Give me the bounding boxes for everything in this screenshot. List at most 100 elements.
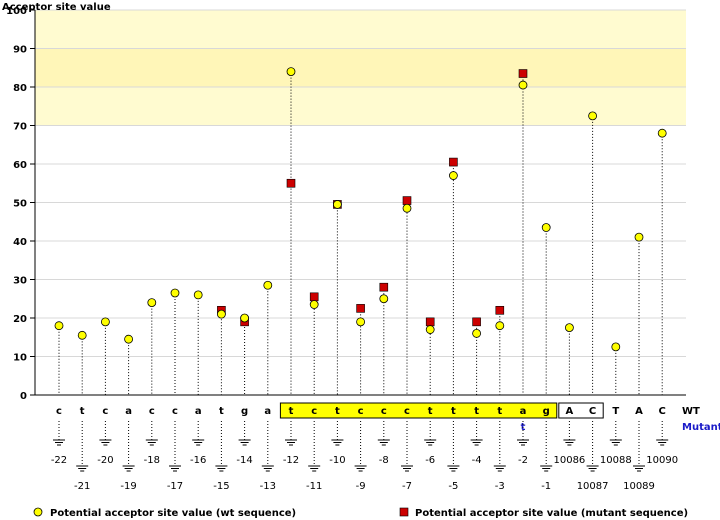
nt--15: t — [219, 406, 224, 417]
wt-point--7 — [402, 203, 412, 213]
position-label-10088: 10088 — [600, 455, 632, 466]
mutant-point--9 — [356, 304, 365, 313]
nt--20: c — [102, 406, 108, 417]
wt-point--11 — [309, 300, 319, 309]
legend-mutant-marker — [399, 507, 409, 517]
position-label-10090: 10090 — [646, 455, 678, 466]
ytick-label-20: 20 — [13, 314, 27, 325]
sequence-box-white — [558, 402, 604, 419]
wt-point--5 — [448, 171, 458, 180]
ytick-label-70: 70 — [13, 122, 27, 133]
nt--3: t — [497, 406, 502, 417]
wt-point--12 — [286, 67, 296, 76]
nt--7: c — [404, 406, 410, 417]
position-label--17: -17 — [167, 481, 183, 492]
band-core-rect — [35, 48, 686, 87]
wt-point-10089 — [634, 232, 644, 242]
nt--9: c — [358, 406, 364, 417]
position-label--11: -11 — [306, 481, 322, 492]
position-label--19: -19 — [120, 481, 136, 492]
wt-point--18 — [147, 298, 157, 308]
position-label--13: -13 — [260, 481, 276, 492]
ytick-label-30: 30 — [13, 276, 27, 287]
position-label--5: -5 — [448, 481, 458, 492]
ytick-label-50: 50 — [13, 199, 27, 210]
nt--5: t — [451, 406, 456, 417]
nt-10086: A — [566, 406, 574, 417]
sequence-box-yellow — [279, 402, 558, 419]
mutant-point--11 — [309, 292, 319, 302]
position-label--3: -3 — [495, 481, 505, 492]
wt-point--17 — [170, 288, 180, 298]
wt-point--20 — [101, 317, 110, 327]
nt--10: t — [335, 406, 340, 417]
legend-wt-label: Potential acceptor site value (wt sequen… — [50, 508, 296, 519]
legend: Potential acceptor site value (wt sequen… — [33, 507, 688, 519]
mutant-point--7 — [402, 196, 412, 205]
wt-point--14 — [240, 313, 250, 323]
nt--13: a — [264, 406, 271, 417]
mutant-point--2 — [518, 69, 528, 78]
highlight-band — [35, 10, 686, 126]
position-label--16: -16 — [190, 455, 206, 466]
position-label--2: -2 — [518, 455, 528, 466]
ytick-label-90: 90 — [13, 45, 27, 56]
nt--22: c — [56, 406, 62, 417]
ytick-label-10: 10 — [13, 353, 27, 364]
sequence-boxes — [279, 402, 604, 419]
wt-point--22 — [54, 321, 64, 331]
wt-point--1 — [541, 223, 551, 232]
wt-point--21 — [77, 330, 87, 340]
wt-point-10086 — [565, 323, 574, 333]
y-axis-label: Acceptor site value — [2, 2, 111, 13]
nt--12: t — [289, 406, 294, 417]
wt-point-10090 — [657, 128, 667, 138]
ytick-label-100: 100 — [6, 6, 27, 17]
position-label-10089: 10089 — [623, 481, 655, 492]
ytick-label-40: 40 — [13, 237, 27, 248]
wt-point--13 — [263, 280, 273, 290]
wt-point-10088 — [611, 342, 621, 352]
mutant-point--8 — [379, 282, 389, 292]
nt--17: c — [172, 406, 178, 417]
ytick-label-80: 80 — [13, 83, 27, 94]
stem-lines — [58, 71, 663, 395]
wt-point--2 — [518, 80, 528, 90]
mutant-point--5 — [449, 157, 458, 167]
position-label--10: -10 — [329, 455, 345, 466]
nt-10090: C — [659, 406, 666, 417]
wt-point--9 — [356, 317, 366, 327]
wt-points — [54, 67, 667, 352]
nt--8: c — [381, 406, 387, 417]
nt-10089: A — [635, 406, 643, 417]
position-label--22: -22 — [51, 455, 67, 466]
position-annotations: -22 -21 -20 -19 -18 -17 -16 -15 -14 -13 -12 -11 -10 -… — [51, 421, 678, 492]
position-label--9: -9 — [356, 481, 366, 492]
legend-mutant-label: Potential acceptor site value (mutant se… — [415, 508, 688, 519]
wt-point--6 — [425, 325, 435, 334]
position-label--6: -6 — [425, 455, 435, 466]
position-label--15: -15 — [213, 481, 229, 492]
position-label-10086: 10086 — [553, 455, 585, 466]
legend-wt-marker — [33, 507, 43, 517]
nt--16: a — [195, 406, 202, 417]
wt-point--8 — [379, 294, 389, 304]
nt--4: t — [474, 406, 479, 417]
nt--14: g — [241, 406, 248, 417]
mutant-point--3 — [495, 305, 505, 315]
mutant-point--6 — [425, 317, 435, 327]
nt-10087: C — [589, 406, 596, 417]
wt-point-10087 — [588, 111, 597, 121]
y-tick-labels: 0 10 20 30 40 50 60 70 80 90 100 — [6, 6, 27, 402]
position-label--8: -8 — [379, 455, 389, 466]
axes — [34, 10, 686, 396]
nt--11: c — [311, 406, 317, 417]
position-label--21: -21 — [74, 481, 90, 492]
position-label--20: -20 — [97, 455, 113, 466]
position-label--4: -4 — [472, 455, 482, 466]
position-label--14: -14 — [236, 455, 252, 466]
wt-point--10 — [332, 200, 342, 209]
position-label--1: -1 — [541, 481, 551, 492]
ytick-label-0: 0 — [20, 391, 27, 402]
